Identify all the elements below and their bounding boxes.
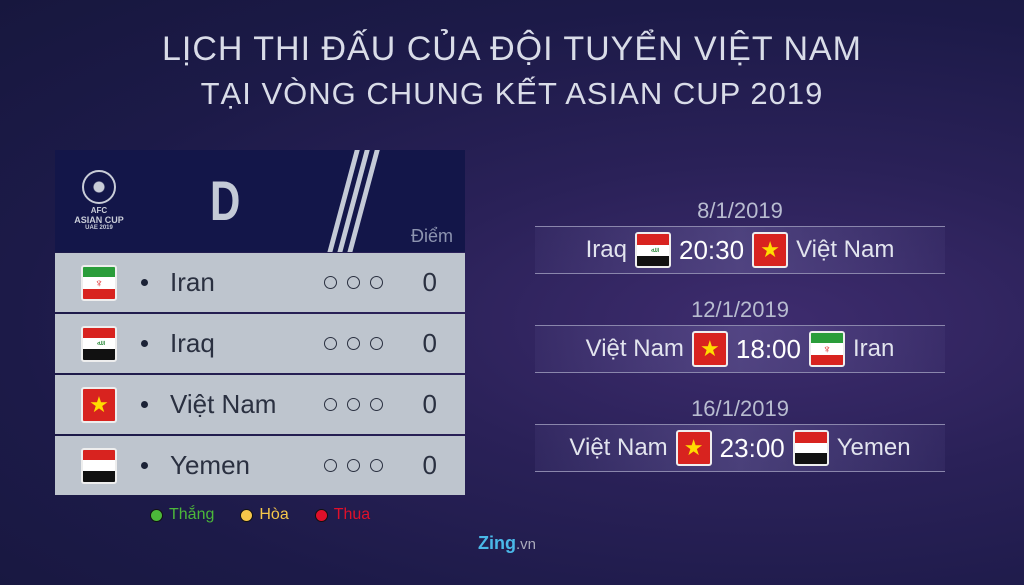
match-row: Iraq ﷲ 20:30 ★ Việt Nam [535, 226, 945, 274]
team-points: 0 [422, 267, 437, 297]
vietnam-flag-icon: ★ [752, 232, 789, 268]
team-points: 0 [422, 389, 437, 419]
bullet [141, 279, 148, 286]
legend-item: Thắng [150, 506, 214, 524]
team-name: Iran [170, 267, 215, 297]
iran-flag-icon: ♆ [808, 331, 845, 367]
home-team: Việt Nam [569, 434, 668, 461]
match-card: 8/1/2019 Iraq ﷲ 20:30 ★ Việt Nam [535, 198, 945, 274]
iraq-flag-icon: ﷲ [635, 232, 671, 268]
team-points: 0 [422, 450, 437, 480]
team-name: Yemen [170, 450, 250, 480]
team-row: ♆ Iran 0 [55, 253, 465, 312]
legend-label: Hòa [259, 506, 289, 523]
result-circle [324, 337, 337, 350]
legend-item: Thua [314, 506, 371, 524]
title-line-1: LỊCH THI ĐẤU CỦA ĐỘI TUYỂN VIỆT NAM [161, 30, 862, 68]
bullet [141, 401, 148, 408]
brand-name: Zing [478, 533, 516, 553]
home-team: Iraq [585, 236, 627, 263]
away-team: Việt Nam [796, 236, 895, 263]
football-icon [82, 170, 116, 204]
away-team: Iran [852, 335, 895, 362]
match-date: 8/1/2019 [697, 198, 783, 223]
kickoff-time: 18:00 [735, 333, 801, 364]
result-circle [324, 459, 337, 472]
kickoff-time: 20:30 [679, 234, 745, 265]
logo-text: UAE 2019 [85, 225, 113, 231]
iraq-flag-icon: ﷲ [81, 325, 117, 362]
vietnam-flag-icon: ★ [675, 430, 712, 466]
group-header: AFC ASIAN CUP UAE 2019 D Điểm [55, 150, 465, 252]
zing-logo: Zing.vn [478, 533, 536, 554]
title-line-2: TẠI VÒNG CHUNG KẾT ASIAN CUP 2019 [200, 76, 824, 111]
match-date: 12/1/2019 [691, 297, 789, 322]
group-letter: D [210, 169, 241, 232]
logo-text: ASIAN CUP [74, 215, 124, 225]
result-circle [370, 459, 383, 472]
team-row: Yemen 0 [55, 436, 465, 495]
results-indicators [324, 398, 383, 411]
yemen-flag-icon [792, 430, 829, 466]
iran-flag-icon: ♆ [81, 264, 117, 301]
logo-text: AFC [90, 206, 108, 215]
match-date: 16/1/2019 [691, 396, 789, 421]
legend-label: Thua [333, 506, 371, 523]
team-points: 0 [422, 328, 437, 358]
result-circle [370, 276, 383, 289]
kickoff-time: 23:00 [719, 432, 785, 463]
legend-dot [240, 508, 254, 522]
team-row: ★ Việt Nam 0 [55, 375, 465, 434]
result-circle [324, 276, 337, 289]
legend: Thắng Hòa Thua [150, 506, 370, 524]
result-circle [370, 337, 383, 350]
result-circle [347, 398, 360, 411]
results-indicators [324, 276, 383, 289]
points-header: Điểm [410, 226, 453, 246]
match-row: Việt Nam ★ 18:00 ♆ Iran [535, 325, 945, 373]
match-card: 12/1/2019 Việt Nam ★ 18:00 ♆ Iran [535, 297, 945, 373]
legend-dot [314, 508, 328, 522]
vietnam-flag-icon: ★ [691, 331, 728, 367]
vietnam-flag-icon: ★ [81, 386, 117, 423]
match-row: Việt Nam ★ 23:00 Yemen [535, 424, 945, 472]
legend-item: Hòa [240, 506, 289, 524]
bullet [141, 340, 148, 347]
yemen-flag-icon [81, 447, 117, 484]
result-circle [324, 398, 337, 411]
away-team: Yemen [836, 434, 911, 461]
result-circle [347, 276, 360, 289]
home-team: Việt Nam [585, 335, 684, 362]
legend-label: Thắng [169, 506, 215, 523]
result-circle [347, 459, 360, 472]
result-circle [370, 398, 383, 411]
team-row: ﷲ Iraq 0 [55, 314, 465, 373]
brand-suffix: .vn [516, 536, 537, 553]
result-circle [347, 337, 360, 350]
afc-asian-cup-logo: AFC ASIAN CUP UAE 2019 [69, 170, 129, 231]
team-name: Việt Nam [170, 389, 277, 419]
bullet [141, 462, 148, 469]
results-indicators [324, 337, 383, 350]
legend-dot [150, 508, 163, 522]
results-indicators [324, 459, 383, 472]
team-name: Iraq [170, 328, 215, 358]
match-card: 16/1/2019 Việt Nam ★ 23:00 Yemen [535, 396, 945, 472]
